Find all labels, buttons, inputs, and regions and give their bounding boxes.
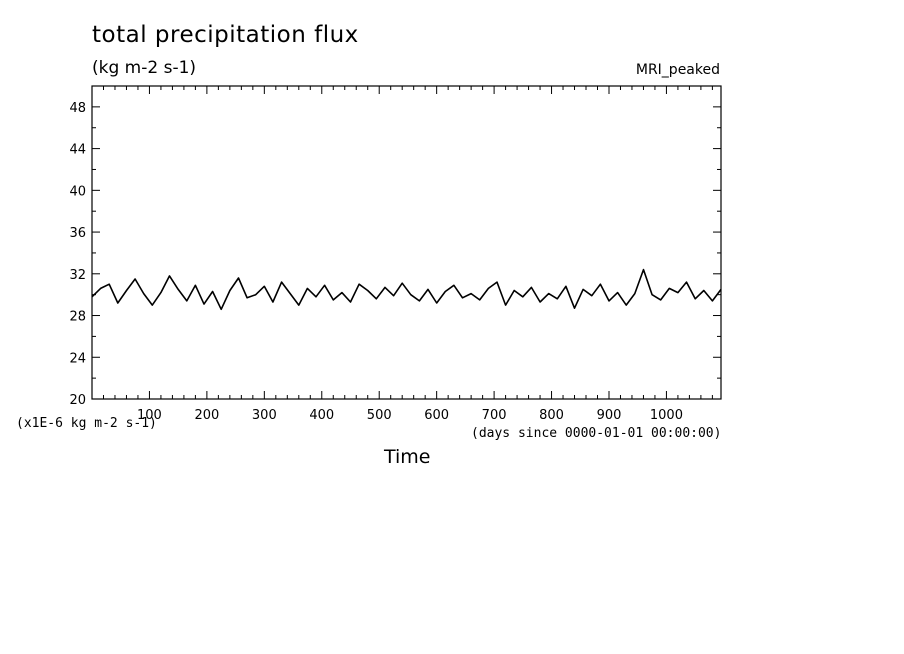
y-tick-label: 48 — [69, 101, 86, 116]
y-tick-label: 44 — [69, 143, 86, 158]
y-tick-label: 40 — [69, 184, 86, 199]
x-tick-label: 700 — [482, 408, 507, 423]
y-tick-label: 24 — [69, 351, 86, 366]
x-tick-label: 600 — [424, 408, 449, 423]
series-line — [91, 268, 722, 311]
chart-units: (kg m-2 s-1) — [92, 58, 197, 78]
x-units-note: (days since 0000-01-01 00:00:00) — [471, 426, 722, 441]
y-tick-label: 36 — [69, 226, 86, 241]
x-tick-label: 300 — [252, 408, 277, 423]
x-tick-label: 500 — [367, 408, 392, 423]
y-tick-label: 32 — [69, 268, 86, 283]
x-axis-label: Time — [384, 446, 431, 468]
model-label: MRI_peaked — [635, 62, 720, 78]
chart-title: total precipitation flux — [92, 22, 359, 48]
x-axis: 100 200 300 400 500 600 700 800 900 1000 — [91, 86, 713, 423]
y-scale-note: (x1E-6 kg m-2 s-1) — [16, 416, 157, 431]
x-tick-label: 1000 — [650, 408, 683, 423]
x-tick-label: 400 — [309, 408, 334, 423]
y-axis: 20 24 28 32 36 40 44 48 — [69, 101, 721, 408]
x-tick-label: 200 — [194, 408, 219, 423]
y-tick-label: 20 — [69, 393, 86, 408]
x-tick-label: 900 — [597, 408, 622, 423]
x-tick-label: 100 — [137, 408, 162, 423]
y-tick-label: 28 — [69, 310, 86, 325]
plot-frame — [91, 85, 722, 400]
x-tick-label: 800 — [539, 408, 564, 423]
